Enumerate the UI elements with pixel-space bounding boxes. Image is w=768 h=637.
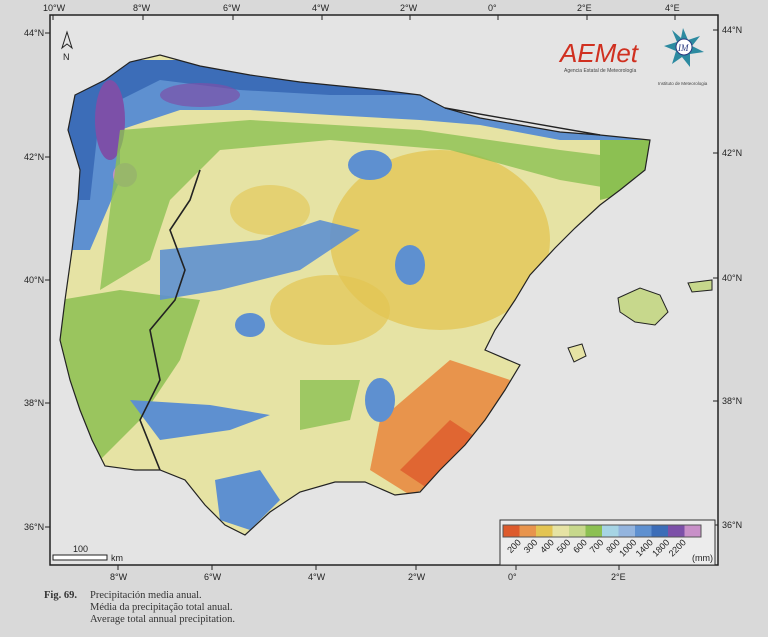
latitude-label-right: 40°N: [722, 273, 742, 283]
longitude-label-bottom: 6°W: [204, 572, 222, 582]
svg-text:100: 100: [73, 544, 88, 554]
longitude-label-top: 2°E: [577, 3, 592, 13]
legend-swatch: [618, 525, 635, 537]
longitude-label-bottom: 2°E: [611, 572, 626, 582]
caption-en: Average total annual precipitation.: [90, 614, 235, 625]
latitude-label-left: 38°N: [24, 398, 44, 408]
svg-text:IM: IM: [677, 43, 689, 53]
north-arrow: N: [61, 30, 73, 62]
longitude-label-top: 4°W: [312, 3, 330, 13]
legend-swatch: [519, 525, 536, 537]
legend-swatch: [552, 525, 569, 537]
legend-swatch: [569, 525, 586, 537]
legend-swatch: [635, 525, 652, 537]
im-logo: IM Instituto de Meteorologia: [658, 28, 708, 86]
longitude-label-top: 10°W: [43, 3, 66, 13]
latitude-label-left: 40°N: [24, 275, 44, 285]
latitude-label-left: 44°N: [24, 28, 44, 38]
longitude-label-bottom: 8°W: [110, 572, 128, 582]
legend-swatch: [651, 525, 668, 537]
graticule-ticks: 10°W 8°W 6°W 4°W 2°W 0° 2°E 4°E 8°W 6°W 4°W 2°W 0° 2°…: [24, 3, 742, 582]
longitude-label-bottom: 2°W: [408, 572, 426, 582]
legend-swatch: [684, 525, 701, 537]
legend-swatch: [668, 525, 685, 537]
longitude-label-top: 0°: [488, 3, 497, 13]
svg-text:N: N: [63, 52, 70, 62]
latitude-label-right: 36°N: [722, 520, 742, 530]
scale-bar: 100 km: [52, 544, 123, 563]
svg-text:Instituto de Meteorologia: Instituto de Meteorologia: [658, 81, 708, 86]
legend-swatch: [585, 525, 602, 537]
longitude-label-top: 2°W: [400, 3, 418, 13]
latitude-label-left: 42°N: [24, 152, 44, 162]
latitude-label-right: 44°N: [722, 25, 742, 35]
longitude-label-top: 4°E: [665, 3, 680, 13]
latitude-label-right: 38°N: [722, 396, 742, 406]
france-border: [444, 107, 601, 136]
longitude-label-bottom: 0°: [508, 572, 517, 582]
caption-pt: Média da precipitação total anual.: [90, 602, 233, 613]
svg-text:km: km: [111, 553, 123, 563]
latitude-label-left: 36°N: [24, 522, 44, 532]
portugal-border: [139, 169, 201, 471]
legend-unit: (mm): [692, 553, 713, 563]
caption-es: Precipitación media anual.: [90, 590, 202, 601]
svg-text:Agencia Estatal de Meteorologí: Agencia Estatal de Meteorología: [564, 68, 636, 74]
longitude-label-top: 6°W: [223, 3, 241, 13]
figure-caption: Fig. 69. Precipitación media anual. Média…: [44, 590, 235, 626]
latitude-label-right: 42°N: [722, 148, 742, 158]
aemet-logo: AEMet Agencia Estatal de Meteorología: [558, 38, 640, 74]
longitude-label-bottom: 4°W: [308, 572, 326, 582]
figure-number: Fig. 69.: [44, 590, 77, 601]
legend-swatch: [536, 525, 553, 537]
legend-swatch: [602, 525, 619, 537]
longitude-label-top: 8°W: [133, 3, 151, 13]
svg-text:AEMet: AEMet: [558, 38, 640, 68]
legend-swatch: [503, 525, 520, 537]
